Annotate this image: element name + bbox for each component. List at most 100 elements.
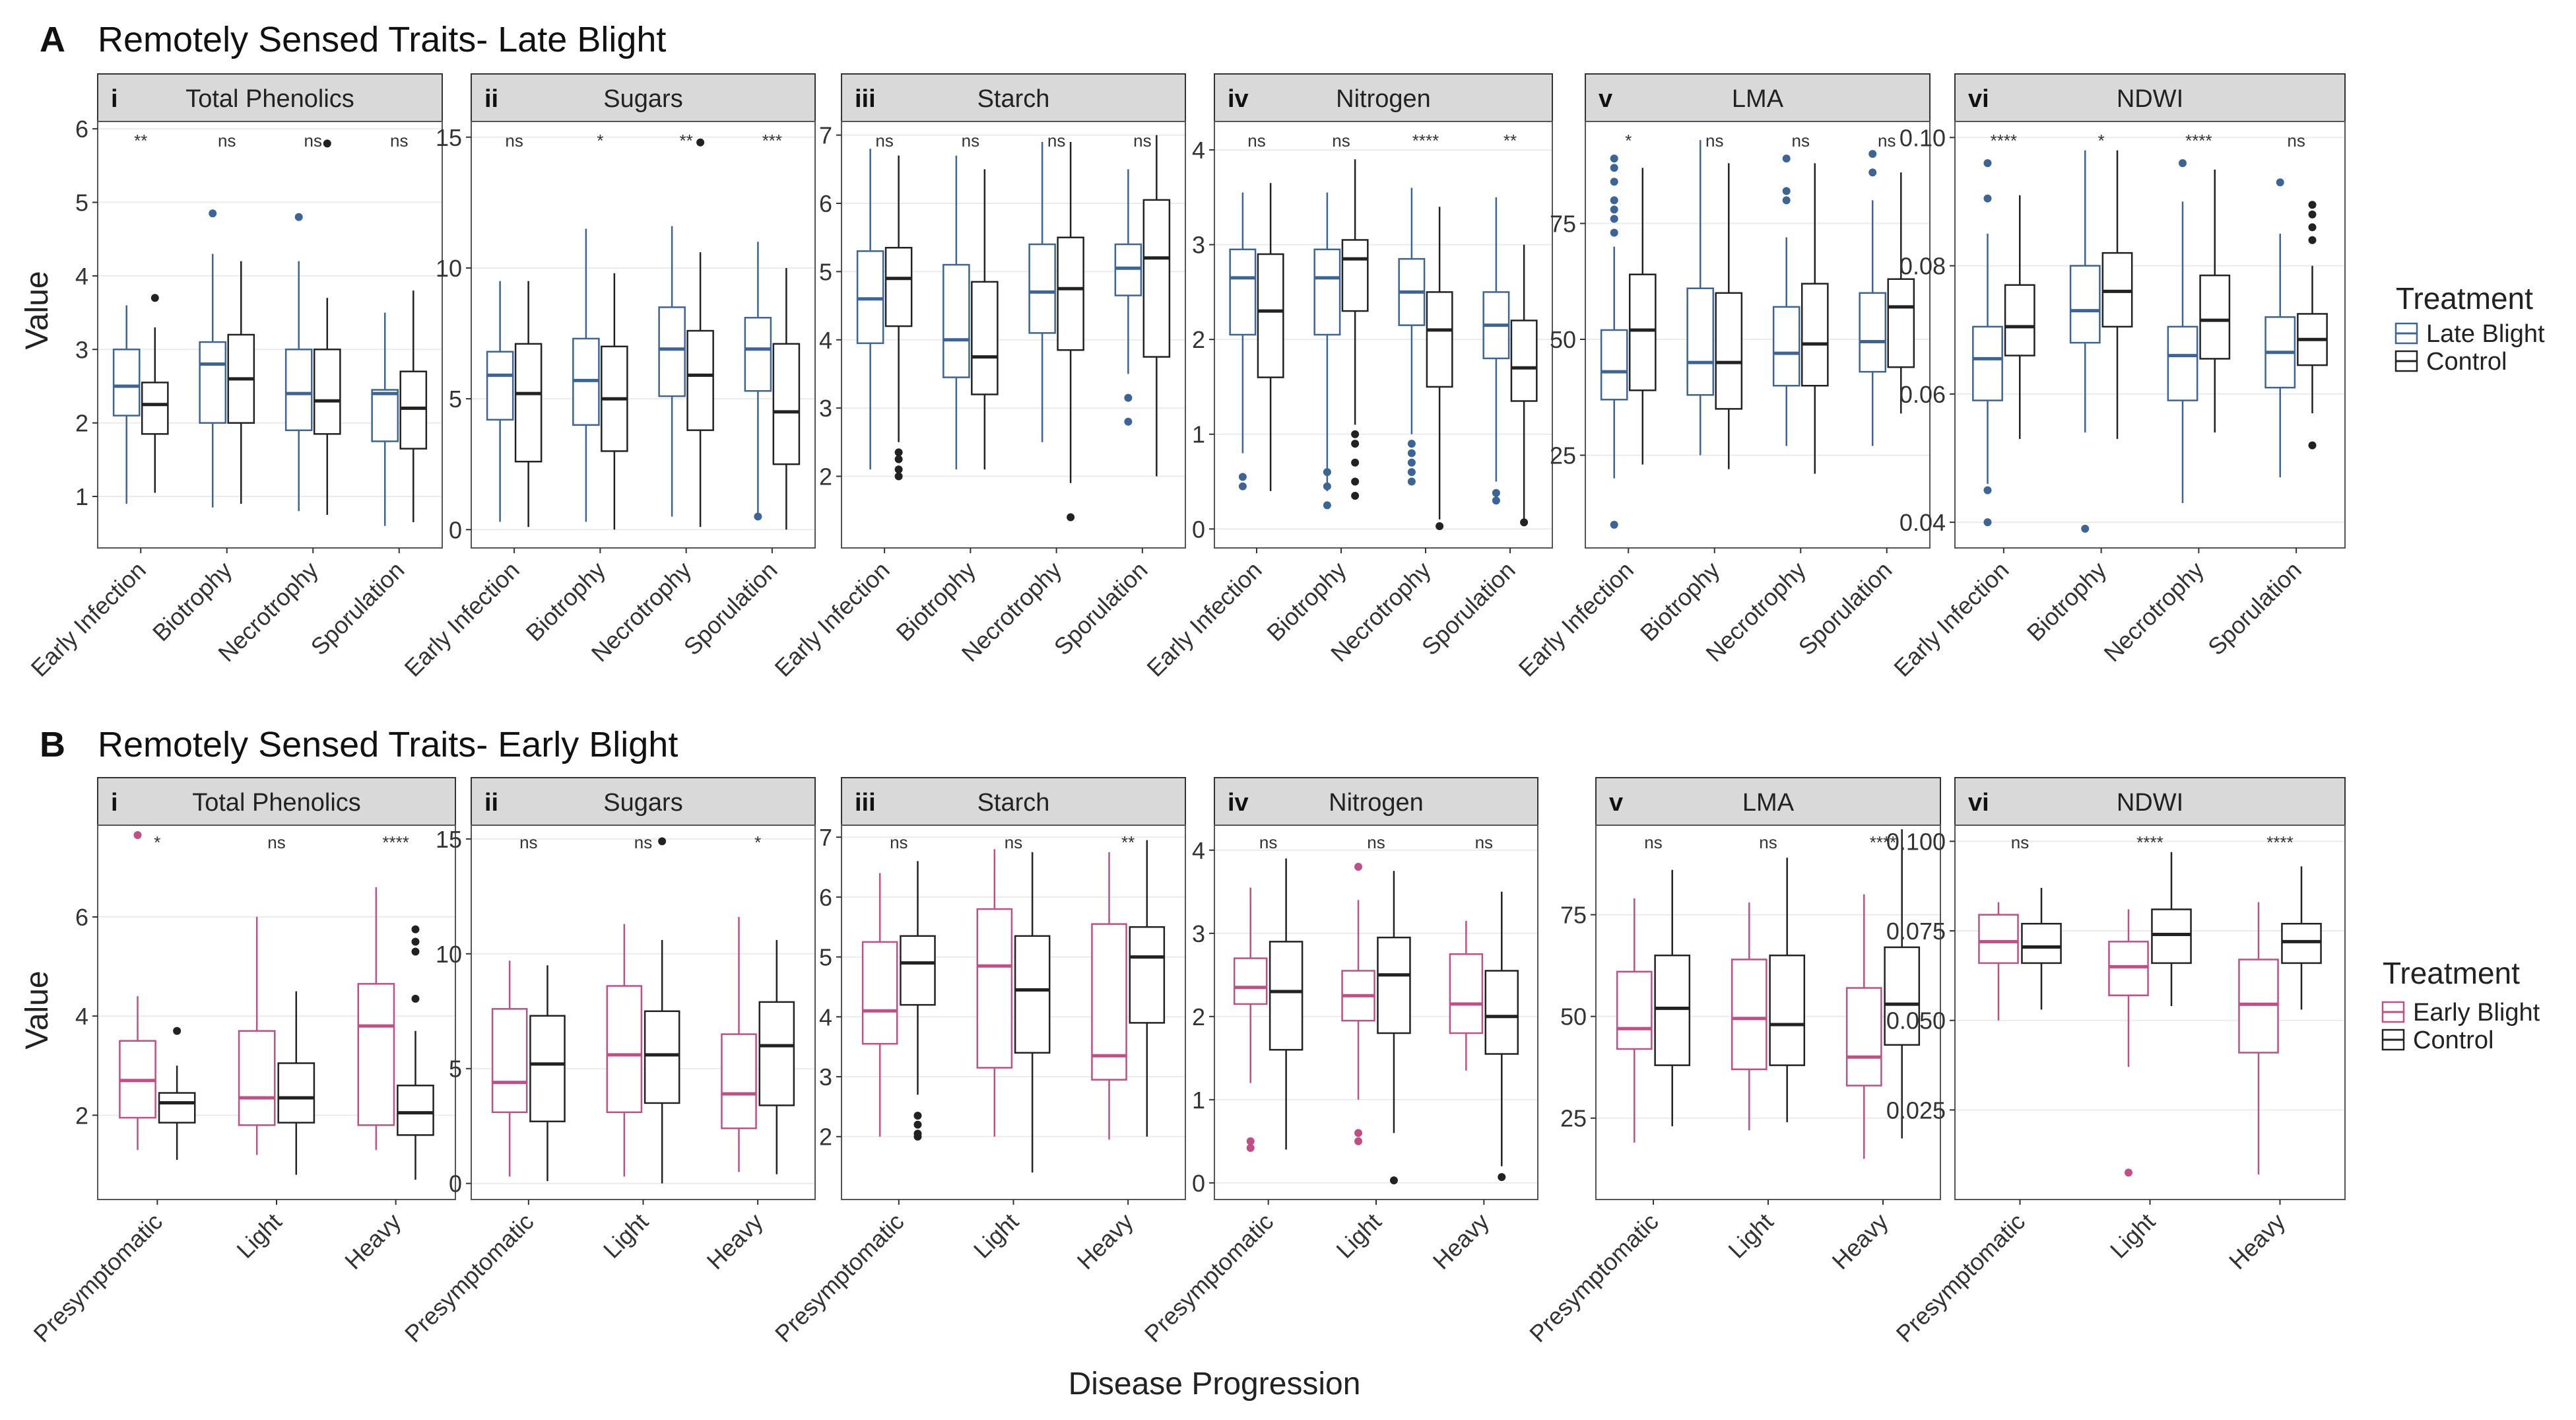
x-tick-label: Heavy bbox=[702, 1208, 768, 1275]
significance-label: ns bbox=[2011, 832, 2029, 852]
box-control-biotrophy bbox=[971, 169, 999, 470]
x-tick-label: Biotrophy bbox=[890, 557, 981, 647]
box-early-blight-light bbox=[976, 849, 1013, 1137]
box-iqr bbox=[2238, 959, 2279, 1054]
box-late-blight-early-infection bbox=[856, 149, 884, 470]
panel-roman-label: iv bbox=[1228, 85, 1249, 113]
y-tick-label: 3 bbox=[819, 395, 832, 422]
box-early-blight-light bbox=[2108, 909, 2149, 1177]
x-tick-label: Early Infection bbox=[399, 557, 524, 682]
significance-label: ns bbox=[1247, 131, 1265, 151]
outlier-point bbox=[209, 209, 217, 218]
panel-title: NDWI bbox=[2117, 85, 2183, 113]
box-iqr bbox=[856, 250, 884, 345]
box-late-blight-sporulation bbox=[1114, 169, 1142, 426]
box-iqr bbox=[397, 1085, 434, 1136]
y-tick-label: 0.10 bbox=[1899, 124, 1946, 151]
box-iqr bbox=[371, 389, 399, 442]
significance-label: ** bbox=[1121, 832, 1135, 852]
box-iqr bbox=[1484, 970, 1519, 1055]
outlier-point bbox=[1492, 489, 1500, 497]
box-iqr bbox=[1114, 243, 1142, 296]
box-late-blight-sporulation bbox=[1482, 197, 1510, 505]
box-control-necrotrophy bbox=[686, 138, 714, 527]
box-iqr bbox=[976, 908, 1013, 1069]
box-early-blight-presymptomatic bbox=[491, 961, 528, 1177]
significance-label: ns bbox=[962, 131, 979, 151]
significance-label: ns bbox=[890, 832, 908, 852]
box-iqr bbox=[2108, 941, 2149, 996]
outlier-point bbox=[1983, 486, 1992, 494]
panels-layer: A Remotely Sensed Traits- Late Blight Valu… bbox=[20, 20, 2545, 1347]
box-control-presymptomatic bbox=[1654, 869, 1691, 1127]
x-tick-label: Necrotrophy bbox=[2098, 557, 2209, 667]
box-iqr bbox=[942, 263, 970, 378]
box-iqr bbox=[1057, 236, 1084, 351]
box-control-sporulation bbox=[1510, 244, 1538, 527]
outlier-point bbox=[1436, 522, 1444, 530]
outlier-point bbox=[2124, 1168, 2132, 1177]
significance-label: ns bbox=[634, 832, 652, 852]
y-tick-label: 7 bbox=[819, 824, 832, 851]
outlier-point bbox=[1610, 520, 1618, 529]
y-tick-label: 2 bbox=[819, 1124, 832, 1151]
y-tick-label: 50 bbox=[1550, 326, 1576, 353]
x-tick-label: Heavy bbox=[2224, 1208, 2290, 1275]
box-control-early-infection bbox=[141, 294, 169, 493]
box-control-early-infection bbox=[514, 281, 543, 527]
outlier-point bbox=[1246, 1143, 1255, 1152]
significance-label: ns bbox=[267, 832, 285, 852]
box-control-presymptomatic bbox=[900, 861, 936, 1141]
significance-label: ns bbox=[304, 131, 322, 151]
panel-roman-label: vi bbox=[1968, 789, 1989, 817]
outlier-point bbox=[1610, 215, 1618, 223]
panel-roman-label: v bbox=[1609, 789, 1623, 817]
outlier-point bbox=[1983, 159, 1992, 168]
box-iqr bbox=[399, 370, 428, 450]
box-control-biotrophy bbox=[1341, 159, 1369, 500]
panel-sugars: ii Sugars 0 5 10 15 Early Infection ns Biotrophy… bbox=[399, 73, 816, 682]
box-late-blight-early-infection bbox=[1229, 192, 1257, 490]
outlier-point bbox=[2308, 223, 2317, 232]
x-tick-label: Sporulation bbox=[1049, 557, 1153, 661]
outlier-point bbox=[411, 947, 420, 956]
outlier-point bbox=[658, 837, 667, 846]
y-tick-label: 5 bbox=[449, 1056, 462, 1083]
y-tick-label: 15 bbox=[436, 124, 462, 151]
panel-plot-area bbox=[471, 825, 816, 1200]
box-control-presymptomatic bbox=[529, 965, 566, 1182]
box-control-sporulation bbox=[399, 290, 428, 523]
box-early-blight-presymptomatic bbox=[119, 831, 156, 1150]
significance-label: ns bbox=[1644, 832, 1662, 852]
box-early-blight-heavy bbox=[1091, 852, 1127, 1140]
box-iqr bbox=[1978, 914, 2019, 964]
box-iqr bbox=[514, 343, 543, 463]
significance-label: * bbox=[1625, 131, 1632, 151]
box-late-blight-necrotrophy bbox=[1772, 154, 1800, 446]
box-iqr bbox=[1654, 954, 1691, 1066]
box-iqr bbox=[1845, 987, 1882, 1087]
box-iqr bbox=[1715, 292, 1743, 410]
box-early-blight-light bbox=[1341, 863, 1375, 1145]
box-late-blight-biotrophy bbox=[2069, 150, 2101, 533]
box-iqr bbox=[1426, 291, 1453, 388]
box-iqr bbox=[772, 343, 801, 465]
y-tick-label: 10 bbox=[436, 941, 462, 968]
box-iqr bbox=[1091, 923, 1127, 1081]
box-late-blight-early-infection bbox=[112, 305, 141, 504]
box-control-light bbox=[1769, 858, 1806, 1122]
x-tick-label: Biotrophy bbox=[520, 557, 611, 647]
box-iqr bbox=[1772, 306, 1800, 387]
box-iqr bbox=[1510, 320, 1538, 402]
panel-nitrogen: iv Nitrogen 0 1 2 3 4 Early Infection ns Biotroph… bbox=[1141, 73, 1553, 682]
x-axis-title: Disease Progression bbox=[1069, 1367, 1361, 1402]
panel-strip bbox=[97, 777, 456, 826]
x-tick-label: Presymptomatic bbox=[1524, 1208, 1663, 1347]
box-iqr bbox=[900, 935, 936, 1006]
significance-label: **** bbox=[1991, 131, 2017, 151]
x-tick-label: Presymptomatic bbox=[1891, 1208, 2030, 1347]
x-tick-label: Light bbox=[1331, 1208, 1386, 1264]
box-control-light bbox=[1014, 852, 1051, 1173]
box-early-blight-heavy bbox=[721, 917, 757, 1172]
outlier-point bbox=[1323, 468, 1331, 477]
